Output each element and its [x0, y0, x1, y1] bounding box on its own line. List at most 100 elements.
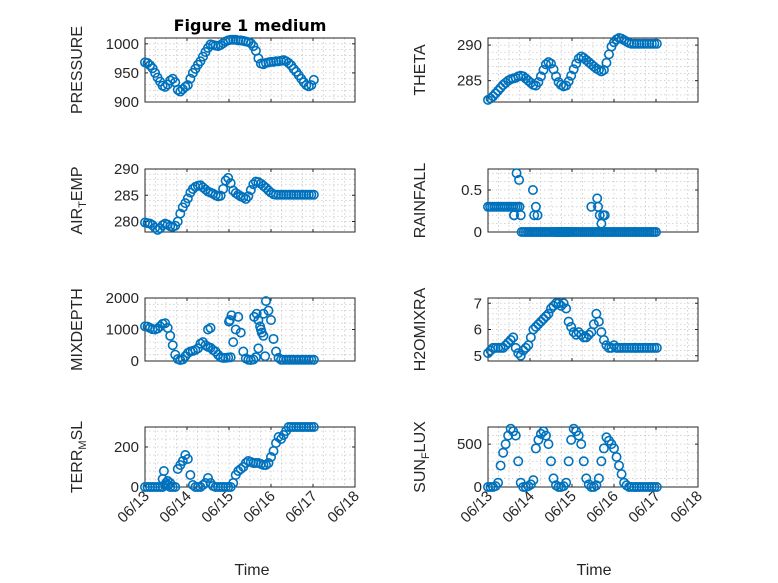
- data-point: [185, 73, 196, 84]
- figure-title: Figure 1 medium: [174, 16, 327, 35]
- x-tick-label: 06/18: [324, 488, 363, 527]
- data-point: [578, 456, 589, 467]
- subplot-1: 285 290 THETA: [412, 32, 699, 105]
- data-point: [586, 201, 597, 212]
- data-point: [226, 310, 237, 321]
- x-tick-label: 06/16: [240, 488, 279, 527]
- data-point: [308, 354, 319, 365]
- data-point: [533, 77, 544, 88]
- data-point: [283, 58, 294, 69]
- data-point: [545, 58, 556, 69]
- x-tick-label: 06/18: [667, 488, 706, 527]
- y-tick-label: 200: [114, 439, 139, 456]
- data-point: [493, 85, 504, 96]
- data-point: [490, 88, 501, 99]
- data-point: [601, 57, 612, 68]
- subplot-3: 0 0.5 RAINFALL: [412, 163, 699, 241]
- data-point: [535, 71, 546, 82]
- data-point: [563, 76, 574, 87]
- data-point: [200, 184, 211, 195]
- data-point: [563, 316, 574, 327]
- data-point: [540, 311, 551, 322]
- data-point: [250, 352, 261, 363]
- data-point: [518, 345, 529, 356]
- data-point: [566, 321, 577, 332]
- data-point: [651, 38, 662, 49]
- data-point: [308, 421, 319, 432]
- y-tick-label: 500: [457, 436, 482, 453]
- data-point: [233, 311, 244, 322]
- data-point: [576, 329, 587, 340]
- data-point: [611, 451, 622, 462]
- data-point: [488, 91, 499, 102]
- data-point: [251, 308, 262, 319]
- data-point: [573, 327, 584, 338]
- data-point: [263, 305, 274, 316]
- data-point: [548, 300, 559, 311]
- data-point: [245, 38, 256, 49]
- data-point: [533, 319, 544, 330]
- data-point: [245, 185, 256, 196]
- data-point: [308, 189, 319, 200]
- data-point: [177, 455, 188, 466]
- data-point: [243, 191, 254, 202]
- data-point: [253, 343, 264, 354]
- data-point: [545, 303, 556, 314]
- y-tick-label: 290: [457, 37, 482, 54]
- data-point: [566, 70, 577, 81]
- data-point: [556, 300, 567, 311]
- data-point: [511, 168, 522, 179]
- data-point: [162, 475, 173, 486]
- data-point: [235, 327, 246, 338]
- subplot-grid: 900 950 1000 PRESSURE 285 290 THETA 280 285 290 AI…: [69, 26, 706, 526]
- data-point: [258, 308, 269, 319]
- data-point: [528, 324, 539, 335]
- data-point: [482, 348, 493, 359]
- data-point: [535, 428, 546, 439]
- axes-frame: [144, 426, 356, 488]
- y-tick-label: 900: [114, 94, 139, 111]
- data-point: [253, 315, 264, 326]
- data-point: [558, 298, 569, 309]
- data-point: [545, 456, 556, 467]
- data-point: [515, 350, 526, 361]
- data-point: [258, 330, 269, 341]
- data-point: [508, 332, 519, 343]
- data-point: [503, 337, 514, 348]
- data-point: [535, 316, 546, 327]
- data-point: [182, 453, 193, 464]
- data-point: [240, 457, 251, 468]
- data-point: [571, 58, 582, 69]
- y-tick-label: 280: [114, 214, 139, 231]
- data-point: [498, 342, 509, 353]
- data-point: [163, 479, 174, 490]
- data-point: [268, 333, 279, 344]
- data-point: [651, 342, 662, 353]
- data-point: [551, 71, 562, 82]
- y-tick-label: 0: [131, 479, 139, 496]
- data-point: [263, 457, 274, 468]
- data-point: [167, 340, 178, 351]
- x-tick-label: 06/17: [625, 488, 664, 527]
- x-axis-label-left: Time: [235, 562, 270, 579]
- y-tick-label: 5: [474, 348, 482, 365]
- data-point: [561, 303, 572, 314]
- data-point: [235, 463, 246, 474]
- data-point: [553, 298, 564, 309]
- data-point: [180, 198, 191, 209]
- y-tick-label: 2000: [106, 290, 139, 307]
- data-point: [220, 175, 231, 186]
- data-point: [205, 322, 216, 333]
- y-axis-label: SUNFLUX: [412, 421, 432, 493]
- data-point: [308, 74, 319, 85]
- data-point: [225, 352, 236, 363]
- y-tick-label: 0: [131, 353, 139, 370]
- data-point: [599, 210, 610, 221]
- data-point: [568, 423, 579, 434]
- data-point: [527, 185, 538, 196]
- data-point: [606, 342, 617, 353]
- data-point: [573, 430, 584, 441]
- data-point: [175, 208, 186, 219]
- data-point: [273, 431, 284, 442]
